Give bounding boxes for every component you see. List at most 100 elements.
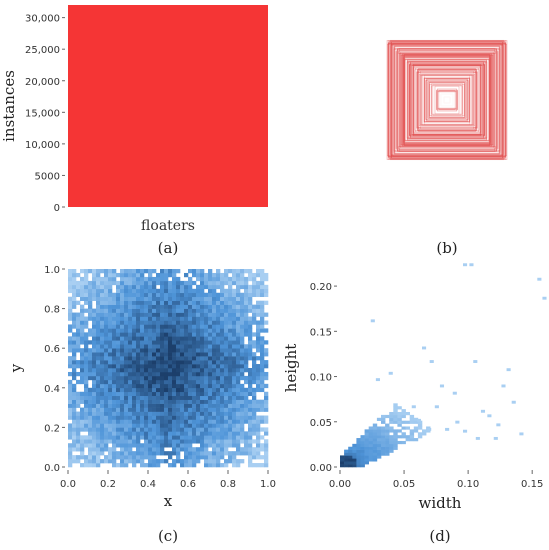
heatmap-cell [228,419,233,424]
heatmap-cell [244,379,249,385]
heatmap-cell [356,464,361,468]
heatmap-cell [260,348,265,353]
heatmap-cell [426,429,431,433]
bounding-box [409,64,485,136]
heatmap-cell [184,272,189,278]
heatmap-cell [128,280,133,286]
bounding-box [401,55,493,145]
heatmap-cell [220,371,225,377]
heatmap-cell [120,269,125,274]
heatmap-cell [176,435,181,440]
heatmap-cell [72,316,77,321]
heatmap-cell [204,296,209,301]
heatmap-cell [100,459,105,464]
heatmap-cell [148,324,153,329]
heatmap-cell [192,387,197,393]
heatmap-cell [264,391,269,397]
heatmap-cell [172,356,177,361]
bounding-box [391,43,503,157]
heatmap-cell [132,419,137,424]
heatmap-cell [156,375,161,381]
heatmap-cell [256,304,261,309]
heatmap-cell [224,387,229,393]
heatmap-cell [196,284,201,290]
heatmap-cell [172,451,177,456]
heatmap-cell [156,324,161,329]
heatmap-cell [132,320,137,325]
heatmap-cell [92,387,97,393]
heatmap-cell [176,328,181,333]
heatmap-cell [212,280,217,286]
heatmap-cell [192,375,197,381]
bounding-box [390,41,504,159]
heatmap-cell [80,360,85,365]
heatmap-cell [180,280,185,286]
heatmap-cell [148,312,153,317]
heatmap-cell [80,280,85,286]
heatmap-cell [188,455,193,460]
heatmap-cell [164,403,169,408]
heatmap-cell [72,312,77,317]
heatmap-cell [184,296,189,301]
heatmap-cell [212,435,217,440]
heatmap-cell [144,300,149,305]
heatmap-cell [172,300,177,305]
heatmap-cell [68,391,73,397]
heatmap-cell [152,439,157,444]
heatmap-cell [248,332,253,337]
heatmap-cell [364,455,369,459]
bounding-box [429,82,465,118]
heatmap-cell [196,419,201,424]
bounding-box [388,41,506,159]
heatmap-cell [144,324,149,329]
heatmap-cell [188,379,193,385]
heatmap-cell [188,348,193,353]
heatmap-cell [124,371,129,377]
heatmap-cell [168,383,173,389]
heatmap-cell [409,420,415,424]
heatmap-cell [104,336,109,341]
heatmap-cell [144,419,149,424]
heatmap-cell [124,435,129,440]
bounding-box [401,54,493,146]
heatmap-cell [256,328,261,333]
heatmap-cell [100,423,105,428]
bounding-box [395,51,499,149]
heatmap-cell [148,316,153,321]
heatmap-cell [128,364,133,369]
heatmap-cell [168,364,173,369]
heatmap-cell [104,308,109,313]
heatmap-cell [80,308,85,313]
heatmap-cell [252,375,257,381]
heatmap-cell [208,463,213,468]
heatmap-cell [244,399,249,404]
heatmap-cell [116,395,121,400]
heatmap-cell [108,455,113,460]
heatmap-cell [228,340,233,345]
heatmap-cell [152,344,157,349]
heatmap-cell [92,375,97,381]
heatmap-cell [208,288,213,294]
heatmap-cell [244,375,249,381]
heatmap-cell [236,328,241,333]
bounding-box [401,53,493,147]
bounding-box [391,43,503,157]
heatmap-cell [352,464,357,468]
heatmap-cell [232,272,237,278]
heatmap-cell [192,364,197,369]
heatmap-cell [104,443,109,448]
heatmap-cell [100,407,105,412]
heatmap-cell [68,435,73,440]
heatmap-cell [212,272,217,278]
bounding-box [396,48,498,152]
heatmap-cell [352,443,357,448]
heatmap-cell [128,371,133,377]
heatmap-cell [196,312,201,317]
heatmap-cell [364,429,369,433]
bounding-box [412,65,482,135]
heatmap-cell [244,312,249,317]
heatmap-cell [240,403,245,408]
x-tick-label: 0.10 [457,479,479,490]
heatmap-cell [108,340,113,345]
heatmap-cell [160,387,165,393]
